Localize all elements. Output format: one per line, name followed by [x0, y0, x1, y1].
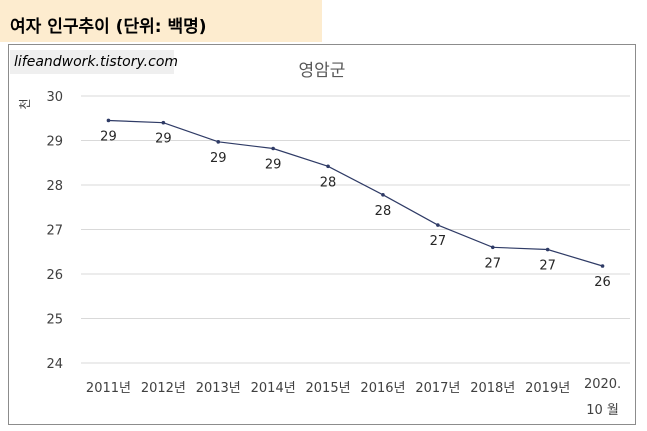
gridlines — [81, 95, 630, 364]
data-labels: 29 29 29 29 28 28 27 27 27 26 — [100, 129, 611, 290]
series-line-path — [108, 119, 603, 267]
data-point — [106, 118, 111, 123]
x-tick-label: 2020. — [584, 377, 621, 392]
data-point — [216, 140, 221, 144]
data-label: 29 — [265, 158, 282, 173]
x-tick-label: 2016년 — [360, 381, 405, 396]
data-point — [490, 245, 495, 250]
data-label: 27 — [539, 259, 556, 274]
data-point — [271, 146, 275, 151]
data-point — [381, 192, 385, 197]
data-label: 29 — [155, 132, 172, 147]
y-tick-label: 26 — [46, 268, 63, 283]
y-tick-label: 25 — [46, 313, 63, 328]
data-point — [545, 247, 550, 252]
x-tick-label: 2013년 — [196, 381, 241, 396]
x-tick-label: 2019년 — [525, 381, 570, 396]
y-tick-label: 29 — [46, 135, 63, 150]
x-tick-label: 2011년 — [86, 381, 131, 396]
x-tick-label: 2018년 — [470, 381, 515, 396]
chart-title: 영암군 — [299, 61, 346, 81]
y-tick-label: 30 — [46, 90, 63, 105]
chart-frame — [8, 44, 636, 425]
data-label: 28 — [375, 204, 392, 219]
data-label: 27 — [484, 256, 501, 271]
watermark-text: lifeandwork.tistory.com — [14, 54, 179, 70]
x-axis-ticks: 2011년 2012년 2013년 2014년 2015년 2016년 2017년 2018년… — [86, 377, 621, 418]
x-tick-label: 2017년 — [415, 381, 460, 396]
y-axis-ticks: 24 25 26 27 28 29 30 — [46, 90, 63, 372]
data-point — [161, 120, 166, 125]
header-banner — [0, 0, 322, 42]
data-label: 28 — [320, 175, 337, 190]
y-tick-label: 24 — [46, 357, 63, 372]
data-point — [326, 164, 330, 169]
data-label: 26 — [594, 275, 611, 290]
data-label: 27 — [430, 234, 447, 249]
x-tick-label: 2012년 — [141, 381, 186, 396]
y-tick-label: 28 — [46, 179, 63, 194]
data-point — [600, 264, 605, 268]
x-tick-label: 2014년 — [251, 381, 296, 396]
watermark-box — [10, 50, 174, 74]
data-label: 29 — [100, 129, 117, 144]
data-label: 29 — [210, 151, 227, 166]
x-tick-label: 2015년 — [306, 381, 351, 396]
series-line — [106, 118, 605, 268]
page-title: 여자 인구추이 (단위: 백명) — [10, 17, 207, 37]
y-axis-unit-label: 천 — [17, 98, 32, 109]
data-point — [436, 223, 440, 227]
x-tick-label-line2: 10 월 — [586, 403, 619, 418]
y-tick-label: 27 — [46, 224, 63, 239]
